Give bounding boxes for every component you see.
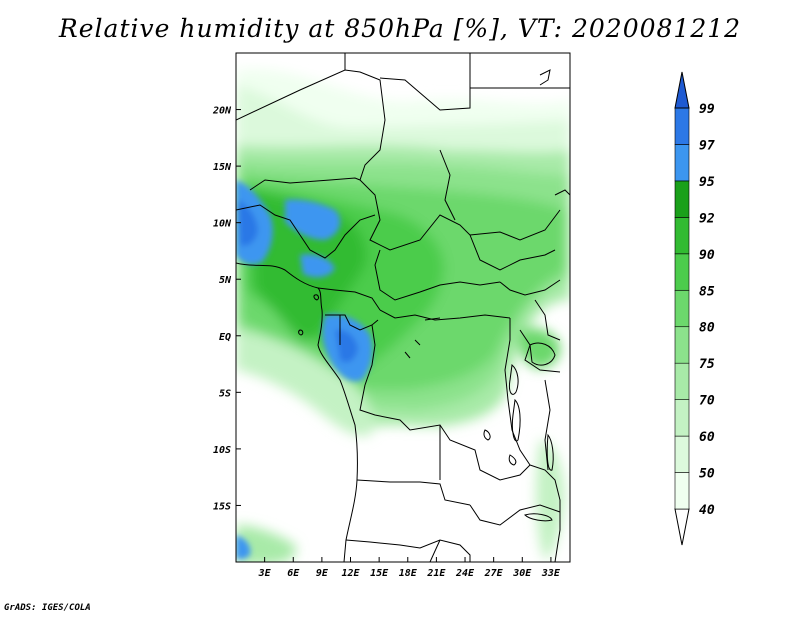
colorbar-label: 97 — [699, 138, 715, 153]
colorbar-label: 75 — [699, 357, 715, 372]
grads-credit: GrADS: IGES/COLA — [4, 603, 91, 613]
colorbar-bin — [674, 326, 690, 364]
colorbar-upper-extension — [674, 71, 690, 109]
colorbar-label: 85 — [699, 284, 715, 299]
y-tick-label: 10N — [213, 219, 232, 230]
colorbar-bin — [674, 217, 690, 255]
y-tick-label: EQ — [219, 332, 231, 343]
colorbar-bin — [674, 289, 690, 328]
map-title: Relative humidity at 850hPa [%], VT: 202… — [58, 14, 742, 43]
colorbar-label: 50 — [699, 467, 715, 482]
colorbar-label: 80 — [699, 321, 715, 336]
map-frame — [235, 52, 571, 563]
country-borders — [236, 53, 570, 562]
humidity-field — [236, 53, 570, 562]
x-tick-label: 24E — [455, 568, 475, 579]
x-tick-label: 12E — [341, 568, 360, 579]
colorbar-label: 60 — [699, 430, 715, 445]
x-axis-ticks: 3E 6E 9E 12E 15E 18E 21E 24E 27E 30E 33E — [258, 557, 561, 579]
colorbar-bin — [674, 107, 690, 145]
colorbar-label: 99 — [699, 102, 715, 117]
colorbar-bin — [674, 472, 690, 510]
colorbar-bin — [674, 399, 690, 437]
x-tick-label: 18E — [399, 568, 418, 579]
y-tick-label: 20N — [212, 106, 232, 117]
x-tick-label: 9E — [316, 568, 329, 579]
y-tick-label: 15N — [213, 162, 232, 173]
colorbar-label: 90 — [699, 248, 715, 263]
colorbar-bin — [674, 180, 690, 218]
colorbar-bin — [674, 435, 690, 473]
y-tick-label: 15S — [213, 501, 231, 512]
y-tick-label: 5N — [219, 275, 232, 286]
y-tick-label: 5S — [219, 388, 231, 399]
colorbar-label: 92 — [699, 211, 715, 226]
x-tick-label: 33E — [541, 568, 561, 579]
x-tick-label: 30E — [512, 568, 532, 579]
x-tick-label: 3E — [258, 568, 272, 579]
colorbar-bin — [674, 362, 690, 400]
colorbar-bin — [674, 144, 690, 182]
colorbar: 40 50 60 70 75 80 85 90 92 95 97 99 — [674, 71, 715, 546]
x-tick-label: 21E — [426, 568, 446, 579]
y-tick-label: 10S — [213, 445, 231, 456]
colorbar-label: 70 — [699, 394, 715, 409]
x-tick-label: 15E — [370, 568, 389, 579]
colorbar-label: 95 — [699, 175, 715, 190]
colorbar-label: 40 — [699, 503, 715, 518]
x-tick-label: 27E — [484, 568, 504, 579]
x-tick-label: 6E — [287, 568, 300, 579]
colorbar-bin — [674, 253, 690, 291]
colorbar-lower-extension — [674, 508, 690, 546]
y-axis-ticks: 20N 15N 10N 5N EQ 5S 10S 15S — [212, 106, 241, 512]
